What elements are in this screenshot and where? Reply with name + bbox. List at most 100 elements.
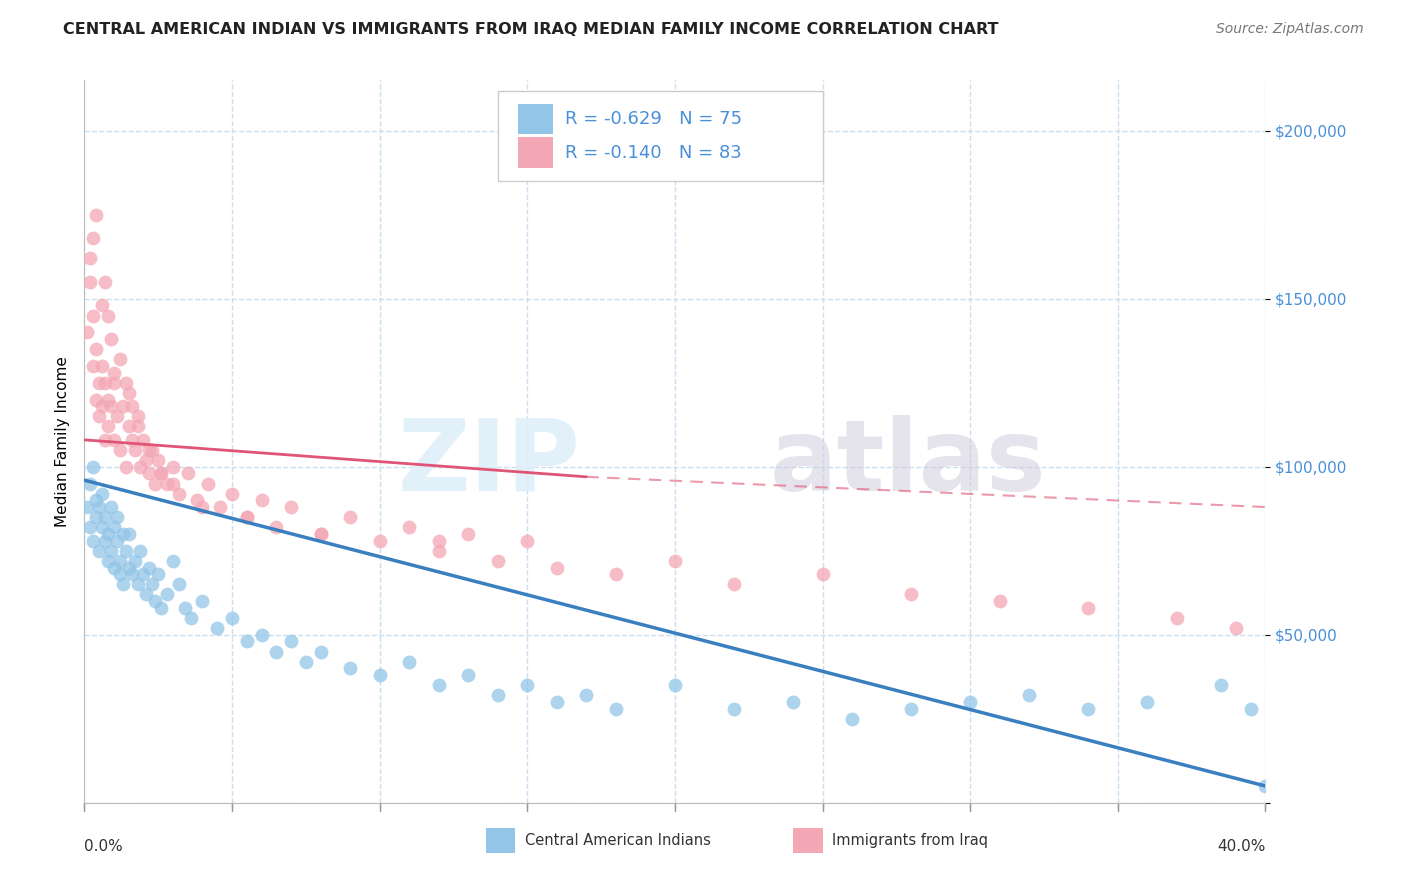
Point	[76, 500, 98, 514]
Point	[236, 634, 259, 648]
Point	[100, 500, 122, 514]
Point	[97, 309, 120, 323]
Point	[546, 560, 568, 574]
Point	[114, 376, 136, 390]
Point	[138, 560, 160, 574]
Point	[127, 577, 149, 591]
Point	[250, 628, 273, 642]
Point	[87, 409, 111, 424]
Point	[103, 433, 125, 447]
Point	[516, 678, 538, 692]
Point	[180, 611, 202, 625]
Bar	[517, 137, 553, 168]
Point	[87, 376, 111, 390]
Point	[82, 359, 104, 373]
Point	[84, 342, 107, 356]
Point	[129, 459, 152, 474]
Point	[250, 493, 273, 508]
Point	[91, 486, 114, 500]
Point	[97, 392, 120, 407]
FancyBboxPatch shape	[498, 91, 823, 181]
Point	[664, 678, 686, 692]
Point	[114, 543, 136, 558]
Point	[135, 453, 157, 467]
Point	[150, 467, 173, 481]
Point	[546, 695, 568, 709]
Text: atlas: atlas	[769, 415, 1046, 512]
Point	[84, 493, 107, 508]
Point	[94, 510, 117, 524]
Point	[605, 567, 627, 582]
Point	[427, 678, 450, 692]
Bar	[517, 104, 553, 135]
Point	[82, 459, 104, 474]
Point	[103, 366, 125, 380]
Point	[1254, 779, 1277, 793]
Text: Immigrants from Iraq: Immigrants from Iraq	[832, 833, 988, 848]
Point	[138, 442, 160, 457]
Point	[156, 587, 179, 601]
Point	[79, 520, 101, 534]
Point	[105, 533, 128, 548]
Text: CENTRAL AMERICAN INDIAN VS IMMIGRANTS FROM IRAQ MEDIAN FAMILY INCOME CORRELATION: CENTRAL AMERICAN INDIAN VS IMMIGRANTS FR…	[63, 22, 998, 37]
Point	[91, 298, 114, 312]
Point	[135, 587, 157, 601]
Point	[197, 476, 219, 491]
Point	[118, 560, 141, 574]
Point	[148, 567, 170, 582]
Point	[121, 567, 143, 582]
Point	[236, 510, 259, 524]
Point	[1225, 621, 1247, 635]
Point	[398, 655, 420, 669]
Point	[84, 392, 107, 407]
Point	[94, 533, 117, 548]
Point	[1018, 688, 1040, 702]
Point	[105, 409, 128, 424]
Point	[124, 442, 146, 457]
Point	[191, 500, 214, 514]
Point	[108, 554, 131, 568]
Point	[1240, 702, 1263, 716]
Point	[309, 527, 332, 541]
Point	[124, 554, 146, 568]
Point	[141, 577, 163, 591]
Bar	[793, 828, 823, 854]
Point	[221, 486, 243, 500]
Point	[82, 533, 104, 548]
Point	[100, 543, 122, 558]
Point	[91, 520, 114, 534]
Point	[339, 661, 361, 675]
Point	[162, 554, 184, 568]
Point	[605, 702, 627, 716]
Point	[94, 433, 117, 447]
Point	[94, 275, 117, 289]
Text: R = -0.140   N = 83: R = -0.140 N = 83	[565, 144, 742, 161]
Point	[138, 467, 160, 481]
Bar	[486, 828, 516, 854]
Point	[295, 655, 318, 669]
Point	[87, 543, 111, 558]
Point	[186, 493, 208, 508]
Point	[108, 352, 131, 367]
Point	[108, 567, 131, 582]
Point	[368, 533, 391, 548]
Point	[1136, 695, 1159, 709]
Point	[143, 476, 166, 491]
Point	[280, 500, 302, 514]
Point	[97, 527, 120, 541]
Point	[121, 399, 143, 413]
Point	[156, 476, 179, 491]
Point	[427, 543, 450, 558]
Point	[103, 520, 125, 534]
Point	[162, 476, 184, 491]
Point	[76, 326, 98, 340]
Point	[309, 527, 332, 541]
Text: 0.0%: 0.0%	[84, 838, 124, 854]
Point	[121, 433, 143, 447]
Point	[84, 208, 107, 222]
Point	[91, 359, 114, 373]
Point	[811, 567, 834, 582]
Point	[266, 644, 288, 658]
Point	[1077, 600, 1099, 615]
Text: 40.0%: 40.0%	[1218, 838, 1265, 854]
